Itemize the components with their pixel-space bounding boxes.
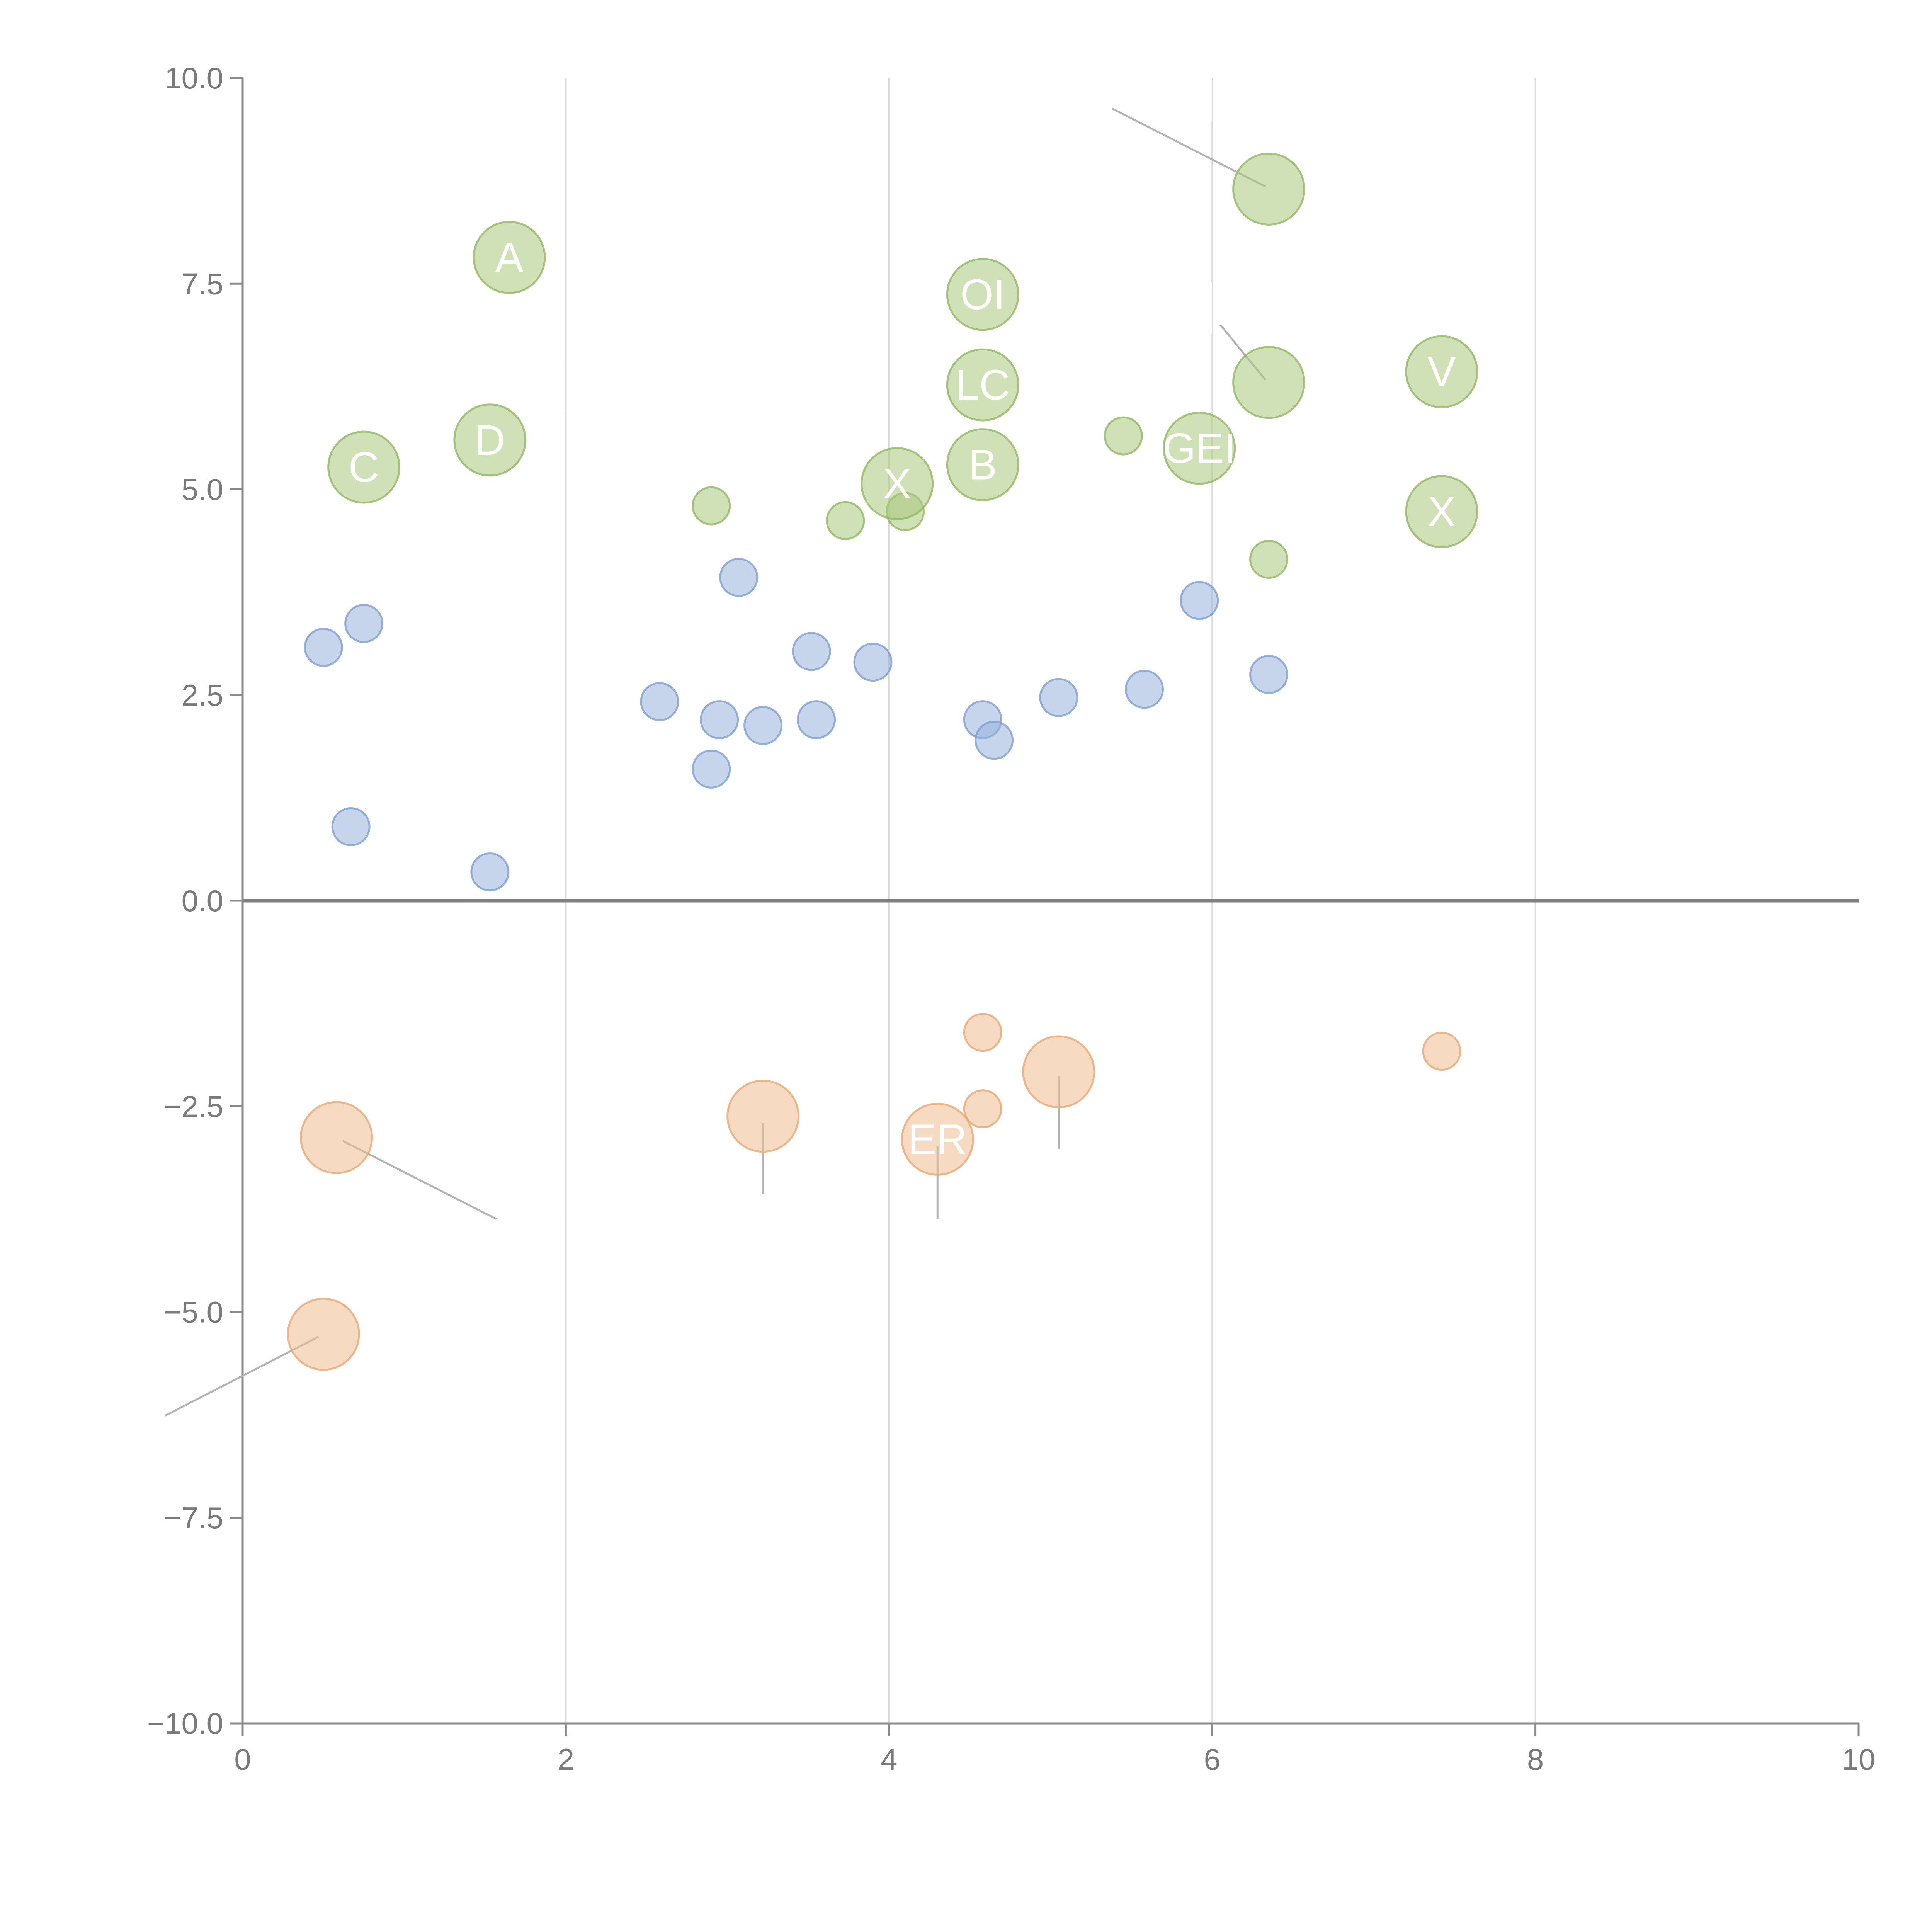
y-tick-label: 2.5	[182, 678, 223, 712]
blue-data-point	[853, 643, 893, 682]
blue-data-point	[640, 682, 679, 721]
point-labels: A OI C D LC V GEI X B X ER │ │ │ │	[349, 70, 1456, 1214]
blue-data-point	[792, 632, 831, 671]
green-data-point	[1232, 152, 1306, 226]
annotation-label: │	[1199, 282, 1226, 334]
green-data-point	[473, 221, 546, 294]
orange-data-point	[1422, 1032, 1461, 1071]
blue-data-point	[719, 558, 759, 597]
green-data-point	[946, 258, 1019, 331]
orange-data-point	[963, 1089, 1002, 1129]
blue-data-point	[975, 721, 1014, 760]
y-tick-label: −10.0	[147, 1706, 223, 1740]
blue-data-point	[700, 700, 739, 740]
y-tick-label: 10.0	[165, 61, 223, 95]
y-tick-label: −5.0	[164, 1295, 223, 1329]
green-data-point	[1405, 475, 1478, 548]
blue-data-point	[1180, 581, 1219, 620]
x-tick-label: 0	[234, 1742, 251, 1776]
blue-data-point	[1249, 655, 1289, 694]
point-label: ER	[908, 1116, 967, 1163]
annotation-label: │	[1199, 70, 1226, 122]
orange-data-point	[287, 1298, 360, 1371]
y-tick-label: 0.0	[182, 884, 223, 918]
point-label: C	[349, 444, 379, 491]
y-tick-label: 5.0	[182, 473, 223, 507]
point-label: A	[495, 234, 524, 281]
point-label: OI	[960, 271, 1005, 318]
green-data-point	[1405, 335, 1478, 408]
blue-data-point	[470, 852, 510, 891]
blue-data-point	[692, 749, 731, 789]
x-tick-label: 2	[558, 1742, 574, 1776]
green-data-point	[327, 430, 401, 504]
orange-data-point	[1022, 1035, 1095, 1109]
green-data-point	[1232, 346, 1306, 419]
blue-data-point	[304, 628, 343, 667]
green-data-point	[861, 447, 934, 520]
green-data-point	[1249, 539, 1289, 579]
orange-data-point	[963, 1013, 1002, 1052]
point-label: GEI	[1163, 425, 1236, 472]
blue-data-point	[797, 700, 836, 740]
point-label: B	[969, 441, 997, 489]
green-data-point	[692, 486, 731, 526]
y-tick-label: −2.5	[164, 1089, 223, 1123]
green-data-point	[453, 403, 527, 477]
green-data-point	[1163, 412, 1236, 485]
green-data-point	[946, 348, 1019, 422]
y-tick-label: 7.5	[182, 267, 223, 301]
axes: 10.0 7.5 5.0 2.5 0.0 −2.5 −5.0 −7.5 −10.0 0 2 4 6 8 10	[147, 61, 1876, 1776]
point-label: X	[883, 460, 911, 508]
annotation-label: │	[553, 1162, 579, 1214]
green-data-point	[1104, 416, 1143, 456]
x-tick-label: 10	[1842, 1742, 1876, 1776]
orange-data-point	[726, 1080, 800, 1153]
point-label: D	[474, 417, 505, 464]
x-tick-label: 6	[1204, 1742, 1221, 1776]
orange-data-point	[300, 1101, 373, 1174]
blue-data-point	[344, 604, 384, 643]
blue-data-point	[743, 706, 783, 745]
x-tick-label: 4	[881, 1742, 897, 1776]
green-data-point	[946, 428, 1019, 502]
blue-data-point	[331, 807, 371, 846]
x-tick-label: 8	[1527, 1742, 1544, 1776]
annotation-label: │	[553, 360, 579, 412]
point-label: X	[1427, 488, 1456, 536]
blue-data-point	[1039, 678, 1078, 717]
point-label: LC	[956, 361, 1010, 409]
green-data-point	[826, 501, 865, 540]
blue-data-point	[1125, 670, 1164, 709]
y-tick-label: −7.5	[164, 1501, 223, 1535]
data-points	[287, 152, 1478, 1371]
point-label: V	[1427, 348, 1456, 396]
orange-data-point	[901, 1102, 974, 1176]
